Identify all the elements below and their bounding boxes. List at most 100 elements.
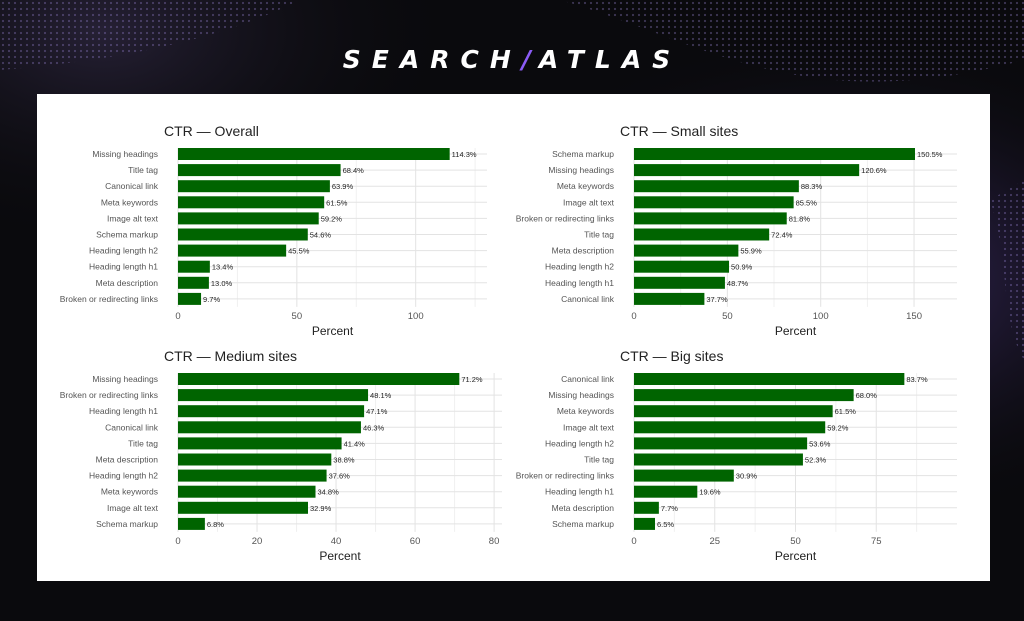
bar (178, 164, 341, 177)
data-label: 59.2% (321, 214, 343, 223)
category-label: Schema markup (96, 519, 158, 529)
category-label: Meta description (552, 503, 615, 513)
data-label: 7.7% (661, 504, 678, 513)
data-label: 30.9% (736, 472, 758, 481)
bar (634, 212, 787, 225)
category-label: Schema markup (552, 149, 614, 159)
data-label: 13.4% (212, 263, 234, 272)
category-label: Missing headings (548, 390, 614, 400)
bar (178, 469, 327, 482)
x-axis-label: Percent (312, 324, 354, 338)
chart-title: CTR — Overall (164, 123, 259, 139)
bar (178, 276, 209, 289)
x-tick-label: 0 (175, 536, 180, 547)
category-label: Image alt text (563, 197, 615, 207)
category-label: Missing headings (92, 374, 158, 384)
category-label: Schema markup (552, 519, 614, 529)
data-label: 13.0% (211, 279, 233, 288)
bar (178, 405, 365, 418)
category-label: Meta description (96, 278, 159, 288)
category-label: Missing headings (548, 165, 614, 175)
data-label: 71.2% (461, 375, 483, 384)
x-axis-label: Percent (319, 549, 361, 563)
x-tick-label: 50 (790, 536, 801, 547)
bar (178, 517, 205, 530)
data-label: 37.7% (706, 295, 728, 304)
bar (178, 196, 325, 209)
logo-slash: / (521, 45, 539, 74)
category-label: Image alt text (107, 503, 159, 513)
data-label: 81.8% (789, 214, 811, 223)
charts-panel: 0 50 100 Missing headings 114.3% Title tag 68.… (37, 94, 990, 581)
bar (634, 292, 705, 305)
data-label: 61.5% (835, 407, 857, 416)
category-label: Broken or redirecting links (516, 213, 614, 223)
data-label: 68.4% (343, 166, 365, 175)
data-label: 120.6% (861, 166, 887, 175)
category-label: Heading length h1 (545, 278, 614, 288)
data-label: 63.9% (332, 182, 354, 191)
category-label: Title tag (584, 455, 614, 465)
x-tick-label: 100 (408, 311, 424, 322)
x-tick-label: 40 (331, 536, 342, 547)
data-label: 59.2% (827, 423, 849, 432)
data-label: 9.7% (203, 295, 220, 304)
bar (178, 148, 450, 160)
x-tick-label: 0 (631, 536, 636, 547)
data-label: 83.7% (906, 375, 928, 384)
bar (634, 196, 794, 209)
charts-canvas: 0 50 100 Missing headings 114.3% Title tag 68.… (60, 123, 957, 563)
category-label: Missing headings (92, 149, 158, 159)
bar (634, 228, 770, 241)
x-tick-label: 60 (410, 536, 421, 547)
category-label: Meta keywords (101, 197, 158, 207)
bar (634, 405, 833, 418)
category-label: Meta keywords (101, 487, 158, 497)
chart-title: CTR — Medium sites (164, 348, 297, 364)
data-label: 50.9% (731, 263, 753, 272)
bar (634, 437, 808, 450)
bar (178, 292, 202, 305)
bar (634, 389, 854, 402)
bar (178, 501, 308, 514)
data-label: 114.3% (452, 150, 477, 159)
chart-3: 0 20 40 60 80 Missing headings 71.2% Broken or … (60, 348, 502, 563)
data-label: 32.9% (310, 504, 332, 513)
x-axis-label: Percent (775, 549, 817, 563)
bar (178, 212, 319, 225)
chart-title: CTR — Small sites (620, 123, 738, 139)
x-tick-label: 25 (709, 536, 720, 547)
bar (178, 373, 460, 385)
bar (634, 485, 698, 498)
bar (178, 180, 330, 193)
data-label: 53.6% (809, 439, 831, 448)
x-tick-label: 0 (631, 311, 636, 322)
chart-title: CTR — Big sites (620, 348, 723, 364)
chart-2: 0 50 100 150 Schema markup 150.5% Missing head… (516, 123, 957, 338)
bar (634, 260, 730, 273)
category-label: Heading length h2 (545, 262, 614, 272)
data-label: 6.8% (207, 520, 224, 529)
data-label: 37.6% (329, 472, 351, 481)
category-label: Canonical link (561, 374, 615, 384)
bar (634, 148, 915, 160)
chart-1: 0 50 100 Missing headings 114.3% Title tag 68.… (60, 123, 487, 338)
data-label: 47.1% (366, 407, 388, 416)
category-label: Heading length h1 (89, 406, 158, 416)
data-label: 150.5% (917, 150, 943, 159)
x-tick-label: 75 (871, 536, 882, 547)
category-label: Schema markup (96, 230, 158, 240)
category-label: Meta description (96, 455, 159, 465)
category-label: Heading length h1 (545, 487, 614, 497)
category-label: Broken or redirecting links (60, 390, 158, 400)
data-label: 41.4% (344, 439, 366, 448)
x-tick-label: 100 (813, 311, 829, 322)
data-label: 48.7% (727, 279, 749, 288)
category-label: Title tag (128, 165, 158, 175)
category-label: Meta description (552, 246, 615, 256)
bar (634, 180, 799, 193)
data-label: 72.4% (771, 231, 793, 240)
data-label: 52.3% (805, 456, 827, 465)
bar (178, 437, 342, 450)
bar (178, 453, 332, 466)
